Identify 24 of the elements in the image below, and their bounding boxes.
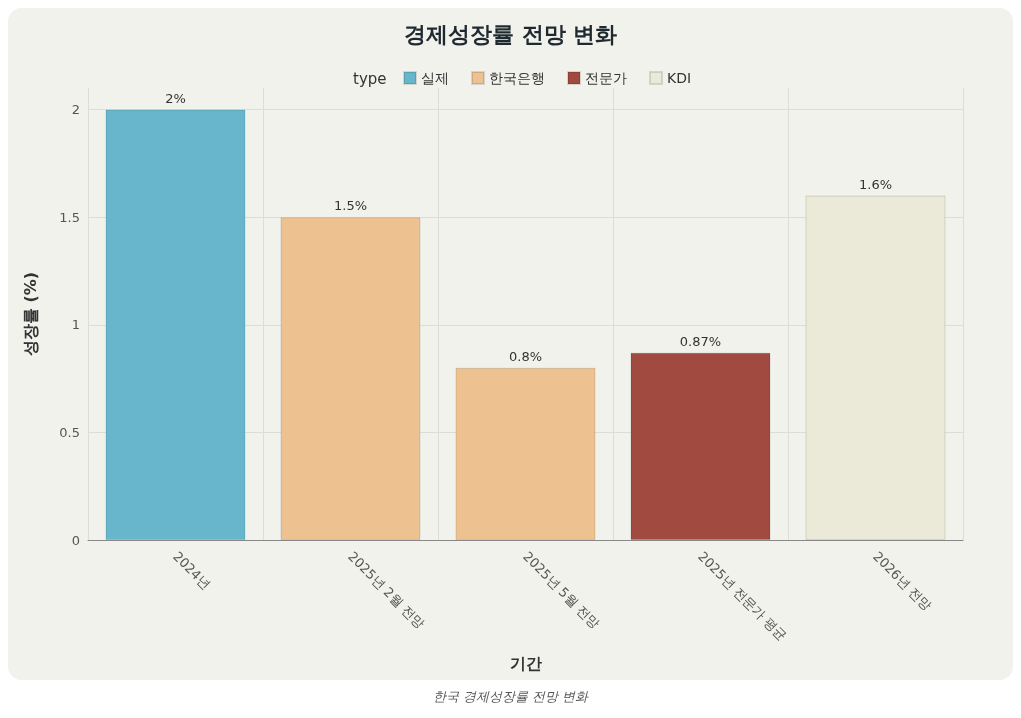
y-tick-label: 1.5	[59, 209, 80, 225]
legend-label: KDI	[667, 70, 692, 86]
bar	[105, 109, 246, 540]
data-label: 0.8%	[508, 348, 543, 364]
y-tick-label: 2	[71, 102, 80, 118]
chart-title: 경제성장률 전망 변화	[403, 21, 618, 47]
legend-label: 전문가	[585, 70, 627, 86]
data-label: 1.6%	[858, 176, 893, 192]
legend-label: 한국은행	[489, 70, 545, 86]
y-tick-label: 0	[71, 532, 80, 548]
data-label: 2%	[165, 90, 186, 106]
bar	[805, 195, 946, 540]
data-label: 1.5%	[333, 198, 368, 214]
legend-title: type	[353, 69, 387, 88]
x-axis-title: 기간	[509, 653, 542, 673]
y-axis-title: 성장률 (%)	[20, 271, 40, 357]
y-tick-label: 0.5	[59, 424, 80, 440]
legend-label: 실제	[421, 70, 449, 86]
bar	[455, 367, 596, 540]
text: 한국 경제성장률 전망 변화	[431, 688, 590, 706]
y-tick-label: 1	[71, 317, 80, 333]
bar	[280, 217, 421, 540]
data-label: 0.87%	[679, 333, 722, 349]
bar	[630, 352, 771, 540]
